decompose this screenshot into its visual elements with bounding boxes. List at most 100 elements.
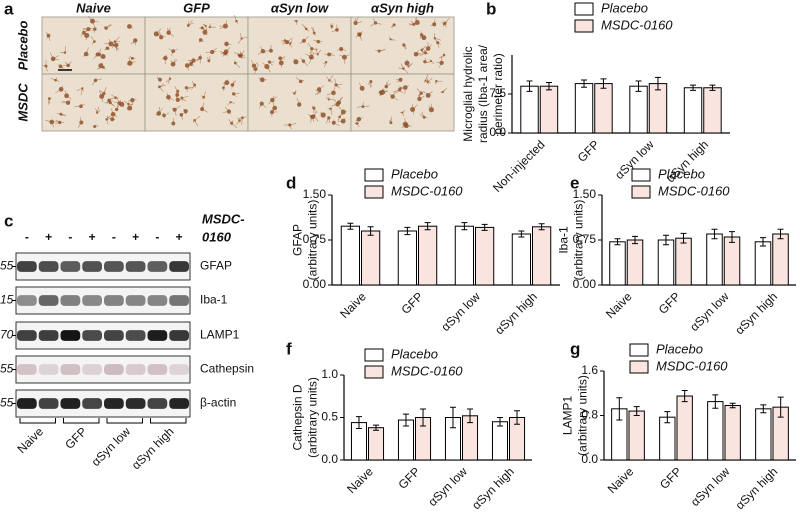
process <box>334 78 337 86</box>
error-bar <box>690 84 697 91</box>
process <box>342 118 346 122</box>
process <box>316 88 320 91</box>
process <box>200 39 205 43</box>
legend-label: MSDC-0160 <box>391 363 463 378</box>
process <box>333 122 340 127</box>
process <box>130 40 136 45</box>
lane-sign: - <box>68 230 72 244</box>
band <box>82 364 102 375</box>
process <box>106 119 109 125</box>
process <box>303 60 308 66</box>
process <box>325 62 327 65</box>
process <box>295 77 301 82</box>
band <box>169 398 189 409</box>
process <box>155 33 157 37</box>
process <box>62 100 69 104</box>
process <box>331 104 338 107</box>
process <box>433 33 436 39</box>
process <box>225 46 231 52</box>
group-label: αSyn low <box>89 424 134 469</box>
process <box>294 59 297 62</box>
process <box>434 38 437 42</box>
process <box>185 65 188 67</box>
process <box>237 38 242 45</box>
process <box>379 49 386 52</box>
process <box>49 97 52 99</box>
process <box>222 51 227 54</box>
process <box>181 113 184 116</box>
process <box>259 103 263 109</box>
process <box>233 92 240 95</box>
band <box>147 330 168 341</box>
process <box>128 99 133 102</box>
process <box>225 20 228 27</box>
band <box>38 261 59 272</box>
error-bar <box>355 416 362 430</box>
y-tick-label: 0.00 <box>573 277 597 291</box>
process <box>110 102 116 107</box>
error-bar <box>581 79 588 88</box>
process <box>386 83 391 87</box>
process <box>121 101 124 105</box>
process <box>158 106 160 114</box>
process <box>87 15 93 22</box>
process <box>129 102 134 109</box>
process <box>380 91 383 95</box>
micrograph <box>350 73 455 132</box>
process <box>329 74 334 81</box>
process <box>425 95 429 97</box>
process <box>198 39 202 43</box>
process <box>415 52 422 55</box>
column-label: αSyn low <box>271 0 329 15</box>
band <box>125 261 146 272</box>
process <box>311 105 315 109</box>
protein-label: GFAP <box>200 259 232 273</box>
process <box>393 89 400 93</box>
process <box>423 48 429 54</box>
band <box>82 295 102 306</box>
process <box>339 112 343 118</box>
band <box>38 330 59 341</box>
column-label: αSyn high <box>371 0 434 15</box>
lane-sign: + <box>176 230 183 244</box>
process <box>341 111 344 116</box>
process <box>362 105 370 107</box>
process <box>314 91 321 96</box>
process <box>76 88 83 91</box>
process <box>231 120 234 124</box>
x-tick-label: GFP <box>399 289 426 316</box>
process <box>300 57 304 62</box>
process <box>168 27 171 33</box>
process <box>93 29 96 33</box>
process <box>317 89 320 95</box>
process <box>90 35 95 42</box>
error-bar <box>777 228 784 240</box>
process <box>322 113 325 116</box>
process <box>181 114 183 120</box>
protein-label: Cathepsin <box>200 362 254 376</box>
x-tick-label: GFP <box>575 137 602 164</box>
process <box>252 65 255 72</box>
column-label: GFP <box>183 0 210 15</box>
process <box>239 120 241 124</box>
mw-marker: 55 <box>0 259 14 273</box>
bar <box>657 239 675 286</box>
process <box>167 28 169 33</box>
process <box>129 55 133 59</box>
process <box>104 47 108 51</box>
legend-label: Placebo <box>391 346 438 361</box>
panel-letter: b <box>486 0 496 18</box>
error-bar <box>759 237 766 247</box>
process <box>53 55 59 60</box>
process <box>233 14 237 22</box>
process <box>103 90 105 94</box>
process <box>399 89 404 94</box>
process <box>189 60 194 65</box>
process <box>173 48 178 52</box>
error-bar <box>420 408 427 427</box>
process <box>240 51 242 55</box>
band <box>82 330 102 341</box>
process <box>431 109 435 112</box>
error-bar <box>681 389 688 403</box>
process <box>222 53 226 57</box>
